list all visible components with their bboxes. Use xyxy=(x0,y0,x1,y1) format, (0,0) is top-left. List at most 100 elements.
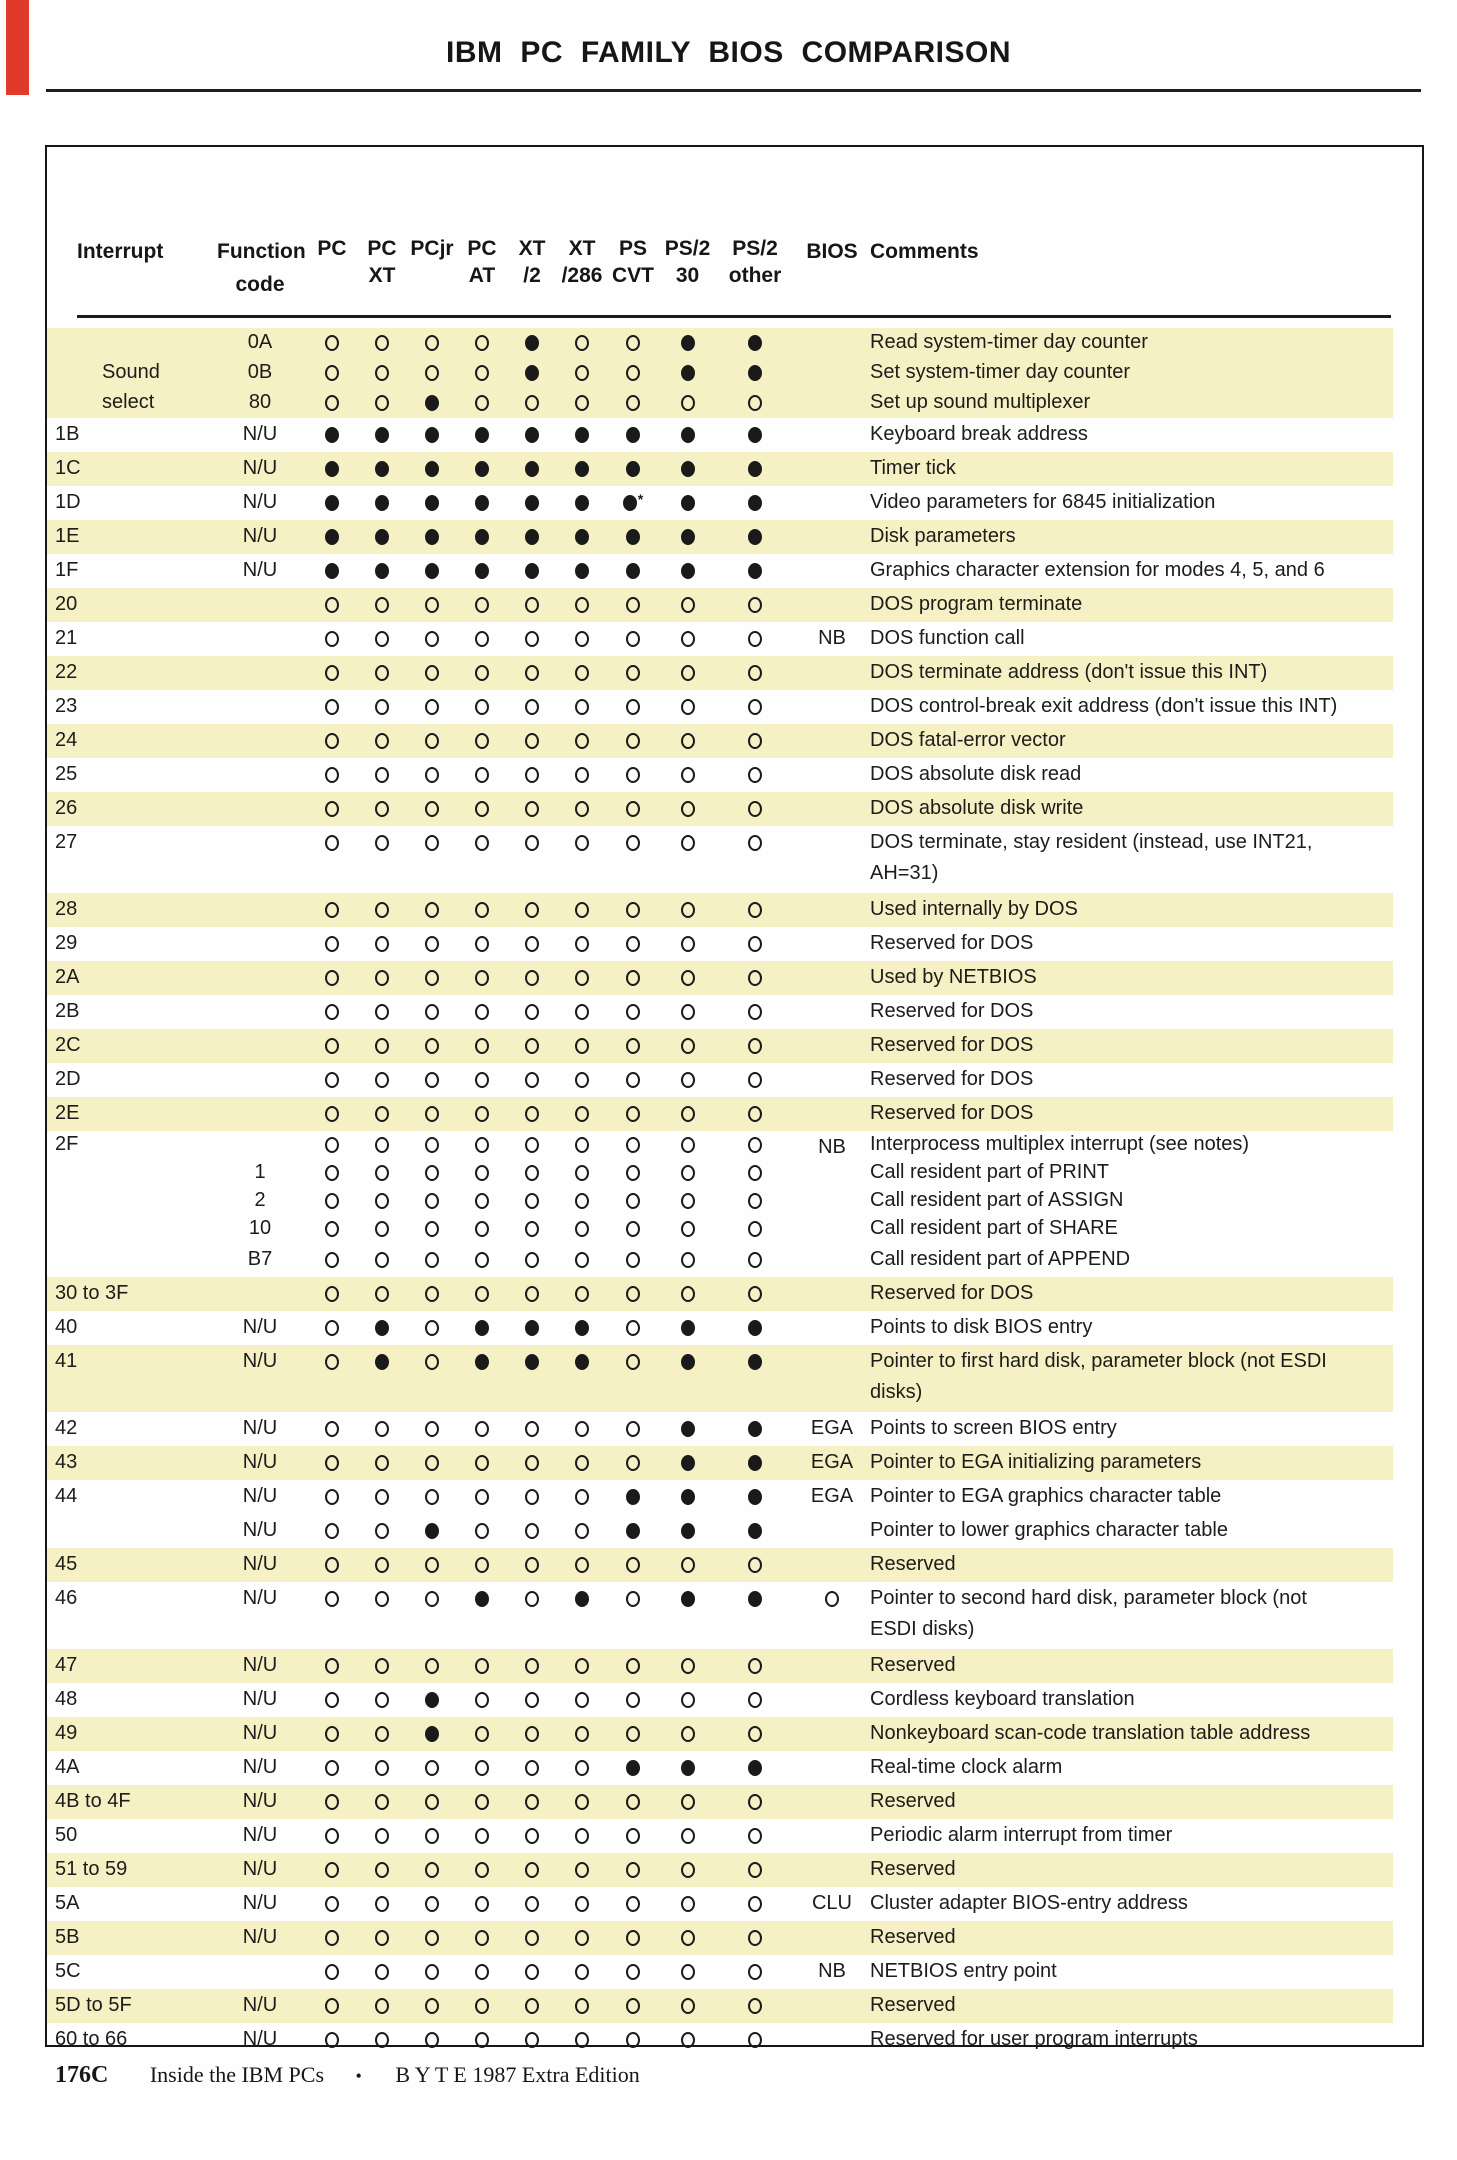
function-code: N/U xyxy=(242,1350,278,1372)
open-circle-icon xyxy=(425,1319,439,1336)
support-cell xyxy=(457,418,507,451)
filled-circle-icon xyxy=(375,1319,389,1336)
open-circle-icon xyxy=(748,766,762,783)
support-cell xyxy=(457,893,507,926)
support-cell xyxy=(507,2023,557,2056)
open-circle-icon xyxy=(425,1997,439,2014)
open-circle-icon xyxy=(680,1192,695,1209)
support-cell xyxy=(307,1989,357,2022)
open-circle-icon xyxy=(375,1192,389,1209)
machine-support-cells xyxy=(307,690,794,723)
support-cell xyxy=(716,1853,794,1886)
support-cell xyxy=(407,418,457,451)
open-circle-icon xyxy=(748,732,762,749)
support-cell xyxy=(357,622,407,655)
open-circle-icon xyxy=(325,1759,339,1776)
support-cell xyxy=(357,2023,407,2056)
comment-text: Graphics character extension for modes 4… xyxy=(870,559,1325,581)
machine-support-cells xyxy=(307,1582,794,1615)
open-circle-icon xyxy=(375,1759,389,1776)
open-circle-icon xyxy=(626,1556,640,1573)
support-cell xyxy=(457,1029,507,1062)
comment-text: Pointer to EGA initializing parameters xyxy=(870,1451,1202,1473)
comment-text: Points to disk BIOS entry xyxy=(870,1316,1093,1338)
open-circle-icon xyxy=(748,1997,762,2014)
support-cell xyxy=(557,358,607,387)
machine-support-cells xyxy=(307,758,794,791)
support-cell xyxy=(407,1029,457,1062)
support-cell xyxy=(716,588,794,621)
support-cell xyxy=(307,656,357,689)
support-cell xyxy=(507,961,557,994)
open-circle-icon xyxy=(525,935,539,952)
open-circle-icon xyxy=(375,394,389,411)
interrupt-label: 2B xyxy=(55,1000,80,1022)
support-cell xyxy=(557,1131,607,1158)
open-circle-icon xyxy=(375,630,389,647)
filled-circle-icon xyxy=(680,1522,695,1539)
table-row-28: 28 Used internally by DOS xyxy=(47,893,1422,927)
bios-cell xyxy=(794,452,870,485)
filled-circle-icon xyxy=(525,562,539,579)
open-circle-icon xyxy=(475,1861,489,1878)
open-circle-icon xyxy=(748,1192,762,1209)
bios-cell xyxy=(794,1582,870,1615)
support-cell xyxy=(407,1751,457,1784)
open-circle-icon xyxy=(748,935,762,952)
open-circle-icon xyxy=(525,1164,539,1181)
open-circle-icon xyxy=(575,1793,589,1810)
support-cell xyxy=(407,1345,457,1378)
table-row-fn-nu: N/U Pointer to lower graphics character t… xyxy=(47,1514,1422,1548)
support-cell xyxy=(716,2023,794,2056)
table-row-2a: 2A Used by NETBIOS xyxy=(47,961,1422,995)
support-cell xyxy=(716,1751,794,1784)
support-cell xyxy=(407,1243,457,1276)
bios-cell xyxy=(794,1751,870,1784)
filled-circle-icon xyxy=(475,426,489,443)
open-circle-icon xyxy=(575,1220,589,1237)
table-row-29: 29 Reserved for DOS xyxy=(47,927,1422,961)
function-code: N/U xyxy=(242,1451,278,1473)
page-number: 176C xyxy=(55,2062,109,2088)
support-cell xyxy=(507,1345,557,1378)
support-cell xyxy=(407,358,457,387)
open-circle-icon xyxy=(575,698,589,715)
support-cell xyxy=(307,758,357,791)
support-cell xyxy=(659,1215,716,1242)
machine-support-cells xyxy=(307,1819,794,1852)
support-cell xyxy=(457,1345,507,1378)
open-circle-icon xyxy=(375,596,389,613)
machine-name-top: XT xyxy=(518,237,546,260)
interrupt-label: 51 to 59 xyxy=(55,1858,128,1880)
open-circle-icon xyxy=(680,935,695,952)
filled-circle-icon xyxy=(626,562,640,579)
interrupt-label: 42 xyxy=(55,1417,78,1439)
support-cell xyxy=(507,520,557,553)
filled-circle-icon xyxy=(525,460,539,477)
open-circle-icon xyxy=(425,1895,439,1912)
open-circle-icon xyxy=(375,698,389,715)
machine-support-cells xyxy=(307,358,794,387)
open-circle-icon xyxy=(525,1454,539,1471)
open-circle-icon xyxy=(748,1827,762,1844)
function-code: 80 xyxy=(248,391,272,413)
filled-circle-icon xyxy=(680,1420,695,1437)
support-cell xyxy=(357,826,407,859)
support-cell xyxy=(557,554,607,587)
interrupt-label: 2C xyxy=(55,1034,81,1056)
header-machine-pc: PC xyxy=(307,235,357,301)
machine-support-cells xyxy=(307,1063,794,1096)
comment-text: Disk parameters xyxy=(870,525,1016,547)
table-header-row: Interrupt Function code PC PC XT PCjr PC AT XT… xyxy=(47,235,1422,301)
filled-circle-icon xyxy=(475,562,489,579)
open-circle-icon xyxy=(375,935,389,952)
open-circle-icon xyxy=(525,1895,539,1912)
comment-text: Used by NETBIOS xyxy=(870,966,1037,988)
support-cell xyxy=(659,622,716,655)
open-circle-icon xyxy=(325,1105,339,1122)
machine-support-cells xyxy=(307,995,794,1028)
open-circle-icon xyxy=(375,732,389,749)
open-circle-icon xyxy=(748,698,762,715)
support-cell xyxy=(607,1514,659,1547)
open-circle-icon xyxy=(425,698,439,715)
